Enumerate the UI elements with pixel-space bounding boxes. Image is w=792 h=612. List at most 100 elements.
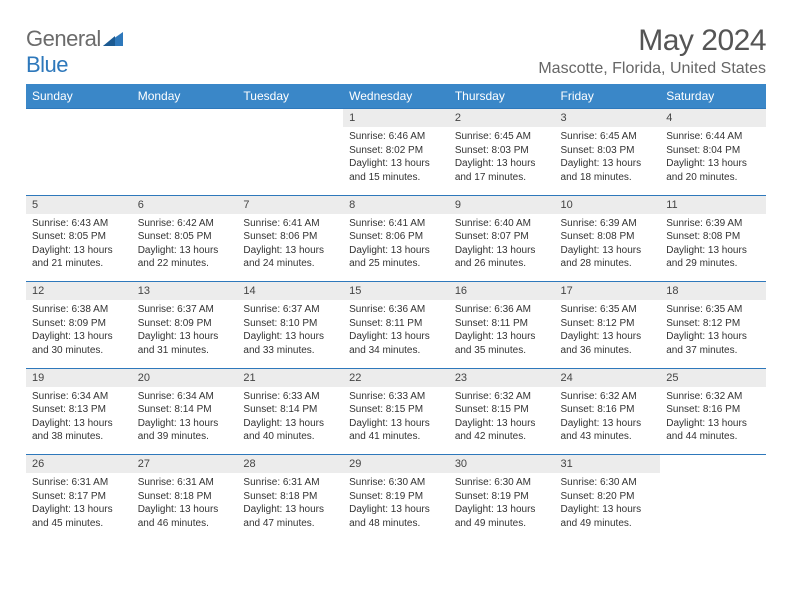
weekday-header: Wednesday (343, 84, 449, 109)
daylight-line: Daylight: 13 hours and 47 minutes. (243, 503, 337, 530)
daylight-line: Daylight: 13 hours and 42 minutes. (455, 417, 549, 444)
day-number-cell: 22 (343, 368, 449, 387)
day-content-cell: Sunrise: 6:40 AMSunset: 8:07 PMDaylight:… (449, 214, 555, 282)
day-number-cell: 23 (449, 368, 555, 387)
daylight-line: Daylight: 13 hours and 36 minutes. (561, 330, 655, 357)
brand-part2: Blue (26, 52, 68, 77)
calendar-page: GeneralBlue May 2024 Mascotte, Florida, … (0, 0, 792, 551)
daylight-line: Daylight: 13 hours and 30 minutes. (32, 330, 126, 357)
day-number-cell: 25 (660, 368, 766, 387)
day-content-cell: Sunrise: 6:30 AMSunset: 8:19 PMDaylight:… (343, 473, 449, 541)
day-content-cell: Sunrise: 6:42 AMSunset: 8:05 PMDaylight:… (132, 214, 238, 282)
day-number-cell: 1 (343, 109, 449, 128)
day-content-cell: Sunrise: 6:44 AMSunset: 8:04 PMDaylight:… (660, 127, 766, 195)
sunset-line: Sunset: 8:05 PM (32, 230, 126, 244)
calendar-body: 1234Sunrise: 6:46 AMSunset: 8:02 PMDayli… (26, 109, 766, 542)
brand-text: GeneralBlue (26, 26, 123, 78)
sunrise-line: Sunrise: 6:33 AM (243, 390, 337, 404)
sunrise-line: Sunrise: 6:46 AM (349, 130, 443, 144)
sunset-line: Sunset: 8:16 PM (666, 403, 760, 417)
day-number-cell: 10 (555, 195, 661, 214)
daylight-line: Daylight: 13 hours and 48 minutes. (349, 503, 443, 530)
sunset-line: Sunset: 8:18 PM (138, 490, 232, 504)
sunrise-line: Sunrise: 6:38 AM (32, 303, 126, 317)
weekday-header: Tuesday (237, 84, 343, 109)
day-content-cell (132, 127, 238, 195)
day-content-cell: Sunrise: 6:33 AMSunset: 8:15 PMDaylight:… (343, 387, 449, 455)
daylight-line: Daylight: 13 hours and 18 minutes. (561, 157, 655, 184)
day-number-cell: 6 (132, 195, 238, 214)
day-number-cell: 9 (449, 195, 555, 214)
day-content-cell: Sunrise: 6:35 AMSunset: 8:12 PMDaylight:… (555, 300, 661, 368)
sunset-line: Sunset: 8:19 PM (455, 490, 549, 504)
sunset-line: Sunset: 8:12 PM (561, 317, 655, 331)
sunrise-line: Sunrise: 6:37 AM (243, 303, 337, 317)
sunrise-line: Sunrise: 6:32 AM (561, 390, 655, 404)
day-number-row: 262728293031 (26, 455, 766, 474)
weekday-header: Friday (555, 84, 661, 109)
sunset-line: Sunset: 8:07 PM (455, 230, 549, 244)
sunrise-line: Sunrise: 6:45 AM (455, 130, 549, 144)
sunset-line: Sunset: 8:15 PM (349, 403, 443, 417)
day-number-cell: 5 (26, 195, 132, 214)
day-number-cell (237, 109, 343, 128)
weekday-header-row: Sunday Monday Tuesday Wednesday Thursday… (26, 84, 766, 109)
day-content-cell: Sunrise: 6:33 AMSunset: 8:14 PMDaylight:… (237, 387, 343, 455)
day-content-cell: Sunrise: 6:31 AMSunset: 8:18 PMDaylight:… (132, 473, 238, 541)
day-content-cell: Sunrise: 6:41 AMSunset: 8:06 PMDaylight:… (237, 214, 343, 282)
sunset-line: Sunset: 8:09 PM (32, 317, 126, 331)
daylight-line: Daylight: 13 hours and 44 minutes. (666, 417, 760, 444)
day-content-cell: Sunrise: 6:37 AMSunset: 8:09 PMDaylight:… (132, 300, 238, 368)
day-number-row: 567891011 (26, 195, 766, 214)
day-number-cell: 4 (660, 109, 766, 128)
day-number-cell: 15 (343, 282, 449, 301)
day-content-cell: Sunrise: 6:30 AMSunset: 8:20 PMDaylight:… (555, 473, 661, 541)
day-content-cell: Sunrise: 6:34 AMSunset: 8:13 PMDaylight:… (26, 387, 132, 455)
sunset-line: Sunset: 8:17 PM (32, 490, 126, 504)
sunset-line: Sunset: 8:06 PM (349, 230, 443, 244)
sunset-line: Sunset: 8:13 PM (32, 403, 126, 417)
day-number-cell: 12 (26, 282, 132, 301)
day-number-cell: 20 (132, 368, 238, 387)
day-content-row: Sunrise: 6:38 AMSunset: 8:09 PMDaylight:… (26, 300, 766, 368)
day-number-row: 1234 (26, 109, 766, 128)
day-number-cell: 19 (26, 368, 132, 387)
sunrise-line: Sunrise: 6:37 AM (138, 303, 232, 317)
daylight-line: Daylight: 13 hours and 45 minutes. (32, 503, 126, 530)
day-number-cell: 27 (132, 455, 238, 474)
day-content-cell (26, 127, 132, 195)
sunrise-line: Sunrise: 6:36 AM (349, 303, 443, 317)
sunrise-line: Sunrise: 6:45 AM (561, 130, 655, 144)
sunrise-line: Sunrise: 6:31 AM (138, 476, 232, 490)
day-content-cell: Sunrise: 6:38 AMSunset: 8:09 PMDaylight:… (26, 300, 132, 368)
day-content-cell (660, 473, 766, 541)
day-number-cell: 18 (660, 282, 766, 301)
day-number-cell: 3 (555, 109, 661, 128)
location-text: Mascotte, Florida, United States (538, 60, 766, 78)
page-header: GeneralBlue May 2024 Mascotte, Florida, … (26, 24, 766, 78)
sunrise-line: Sunrise: 6:34 AM (32, 390, 126, 404)
sunrise-line: Sunrise: 6:41 AM (243, 217, 337, 231)
sunset-line: Sunset: 8:06 PM (243, 230, 337, 244)
day-number-cell: 7 (237, 195, 343, 214)
daylight-line: Daylight: 13 hours and 33 minutes. (243, 330, 337, 357)
weekday-header: Monday (132, 84, 238, 109)
sunrise-line: Sunrise: 6:35 AM (666, 303, 760, 317)
sunset-line: Sunset: 8:15 PM (455, 403, 549, 417)
sunrise-line: Sunrise: 6:32 AM (455, 390, 549, 404)
sunrise-line: Sunrise: 6:43 AM (32, 217, 126, 231)
sunrise-line: Sunrise: 6:30 AM (349, 476, 443, 490)
day-number-cell (660, 455, 766, 474)
sunset-line: Sunset: 8:14 PM (243, 403, 337, 417)
title-block: May 2024 Mascotte, Florida, United State… (538, 24, 766, 78)
brand-part1: General (26, 26, 101, 51)
day-number-cell: 14 (237, 282, 343, 301)
daylight-line: Daylight: 13 hours and 49 minutes. (455, 503, 549, 530)
weekday-header: Thursday (449, 84, 555, 109)
day-number-cell: 8 (343, 195, 449, 214)
sunrise-line: Sunrise: 6:30 AM (561, 476, 655, 490)
day-content-cell: Sunrise: 6:30 AMSunset: 8:19 PMDaylight:… (449, 473, 555, 541)
daylight-line: Daylight: 13 hours and 26 minutes. (455, 244, 549, 271)
day-number-cell: 30 (449, 455, 555, 474)
day-content-cell: Sunrise: 6:45 AMSunset: 8:03 PMDaylight:… (449, 127, 555, 195)
